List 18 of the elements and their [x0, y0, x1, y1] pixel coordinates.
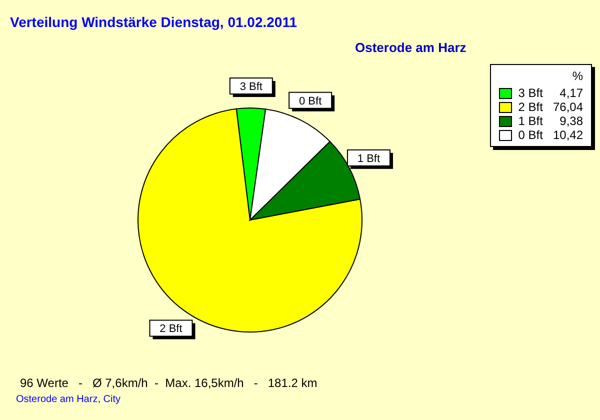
data-label: 10,42: [552, 128, 583, 142]
legend-title: %: [571, 69, 583, 83]
chart-title: Verteilung Windstärke Dienstag, 01.02.2011: [10, 14, 297, 30]
legend-label: 0 Bft: [518, 128, 543, 142]
legend-label: 3 Bft: [518, 86, 543, 100]
slice-label: 0 Bft: [299, 95, 322, 108]
slice-label: 2 Bft: [160, 323, 182, 336]
slice-label: 1 Bft: [357, 152, 380, 165]
data-label: 76,04: [552, 100, 583, 114]
data-label: 4,17: [558, 86, 583, 100]
data-label: 9,38: [558, 114, 583, 128]
legend-label: 1 Bft: [518, 114, 543, 128]
legend-label: 2 Bft: [518, 100, 543, 114]
chart-subtitle: Osterode am Harz: [355, 40, 466, 55]
text: 96 Werte - Ø 7,6km/h - Max. 16,5km/h - 181.2 km: [20, 376, 318, 390]
pie-slice: [138, 108, 362, 332]
text: Osterode am Harz, City: [16, 394, 120, 405]
slice-label: 3 Bft: [240, 81, 262, 94]
